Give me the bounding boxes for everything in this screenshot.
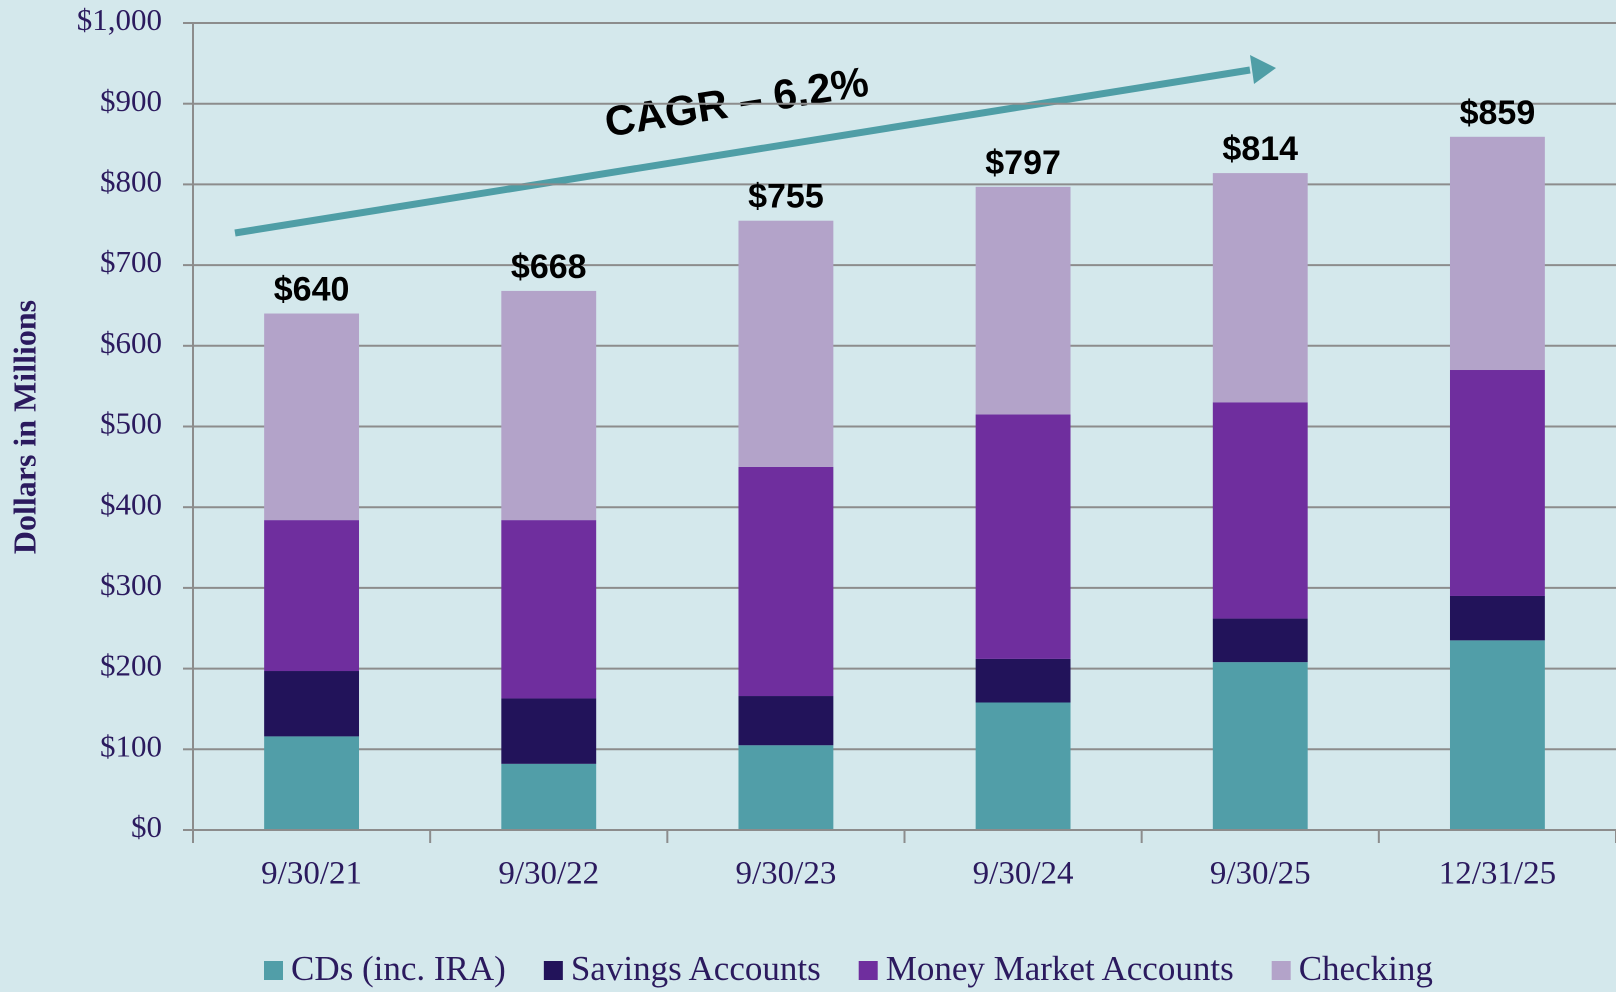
bar-segment bbox=[264, 671, 360, 737]
bar-segment bbox=[501, 698, 597, 764]
total-label: $755 bbox=[748, 178, 824, 216]
bar-segment bbox=[1449, 136, 1545, 371]
y-tick-label: $1,000 bbox=[77, 2, 162, 37]
bar-segment bbox=[738, 220, 834, 467]
bar-segment bbox=[1212, 402, 1308, 619]
cagr-arrowhead bbox=[1250, 55, 1276, 84]
annotation: CAGR – 6.2% bbox=[601, 58, 871, 146]
y-tick-label: $0 bbox=[131, 809, 162, 844]
bar-segment bbox=[975, 414, 1071, 659]
bar-segment bbox=[1212, 618, 1308, 663]
bar-segment bbox=[975, 186, 1071, 415]
y-tick-label: $100 bbox=[100, 728, 162, 763]
x-tick-label: 9/30/24 bbox=[973, 856, 1074, 892]
legend-swatch bbox=[543, 961, 563, 980]
x-tick-label: 9/30/25 bbox=[1210, 856, 1311, 892]
x-tick-label: 12/31/25 bbox=[1439, 856, 1556, 892]
bar-segment bbox=[975, 702, 1071, 830]
total-label: $814 bbox=[1222, 130, 1298, 168]
bar-segment bbox=[738, 696, 834, 746]
total-label: $640 bbox=[274, 271, 350, 309]
bar-segment bbox=[738, 466, 834, 697]
bar-segment bbox=[501, 290, 597, 521]
legend-swatch bbox=[264, 961, 283, 980]
bar-segment bbox=[1449, 595, 1545, 641]
legend-label: CDs (inc. IRA) bbox=[291, 949, 506, 988]
y-axis-label: Dollars in Millions bbox=[6, 300, 42, 554]
total-label: $797 bbox=[985, 144, 1061, 182]
y-tick-label: $800 bbox=[100, 164, 162, 199]
y-tick-label: $200 bbox=[100, 648, 162, 683]
bar-segment bbox=[264, 313, 360, 521]
total-label: $668 bbox=[511, 248, 587, 286]
total-label: $859 bbox=[1460, 94, 1536, 132]
bar-segment bbox=[501, 520, 597, 699]
bar-segment bbox=[738, 745, 834, 830]
bar-segment bbox=[1449, 370, 1545, 596]
y-tick-label: $600 bbox=[100, 325, 162, 360]
cagr-arrow bbox=[234, 66, 1251, 237]
y-tick-label: $500 bbox=[100, 406, 162, 441]
x-tick-label: 9/30/21 bbox=[261, 856, 362, 892]
y-tick-label: $900 bbox=[100, 83, 162, 118]
y-tick-label: $400 bbox=[100, 486, 162, 521]
bar-segment bbox=[1212, 173, 1308, 403]
legend-swatch bbox=[1271, 961, 1291, 980]
bar-segment bbox=[501, 763, 597, 830]
x-tick-label: 9/30/22 bbox=[498, 856, 599, 892]
y-tick-label: $300 bbox=[100, 567, 162, 602]
bar-segment bbox=[264, 520, 360, 672]
bar-segment bbox=[264, 736, 360, 830]
legend-swatch bbox=[858, 961, 878, 980]
x-tick-label: 9/30/23 bbox=[735, 856, 836, 892]
legend-label: Checking bbox=[1299, 949, 1433, 988]
legend-label: Money Market Accounts bbox=[886, 949, 1234, 988]
bar-segment bbox=[1212, 662, 1308, 830]
bar-segment bbox=[975, 658, 1071, 703]
bar-segment bbox=[1449, 640, 1545, 830]
y-tick-label: $700 bbox=[100, 244, 162, 279]
legend-label: Savings Accounts bbox=[571, 949, 821, 988]
